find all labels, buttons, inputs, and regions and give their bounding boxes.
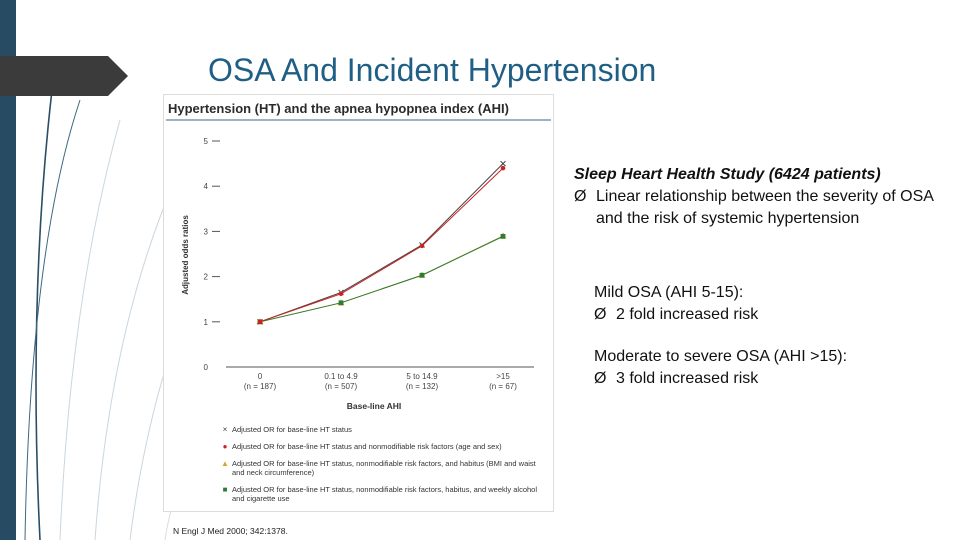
legend-item: ■ Adjusted OR for base-line HT status, no… — [218, 485, 548, 503]
finding-bullet: Ø Linear relationship between the severi… — [574, 186, 944, 230]
arrow-bullet-icon: Ø — [594, 370, 607, 387]
data-point — [419, 243, 425, 249]
moderate-heading: Moderate to severe OSA (AHI >15): — [594, 348, 848, 365]
sidebar-bar — [0, 0, 16, 540]
data-point — [338, 291, 344, 297]
legend-marker: ■ — [222, 485, 228, 494]
legend-item: × Adjusted OR for base-line HT status — [218, 425, 548, 434]
figure-heading: Hypertension (HT) and the apnea hypopnea… — [168, 101, 509, 116]
data-point — [257, 319, 263, 325]
series-line — [259, 163, 504, 323]
study-heading: Sleep Heart Health Study (6424 patients) — [574, 166, 881, 183]
data-point — [338, 300, 344, 306]
moderate-risk-text: 3 fold increased risk — [616, 370, 759, 387]
text-block: Sleep Heart Health Study (6424 patients)… — [574, 164, 944, 390]
slide-title: OSA And Incident Hypertension — [208, 52, 657, 88]
legend-label: Adjusted OR for base-line HT status, non… — [232, 485, 538, 503]
y-tick-label: 1 — [204, 318, 209, 327]
arrow-bullet-icon: Ø — [574, 188, 587, 205]
x-tick-count: (n = 67) — [489, 382, 517, 391]
arrow-bullet-icon: Ø — [594, 306, 607, 323]
y-tick-label: 2 — [204, 273, 209, 282]
x-tick-label: 0 — [258, 372, 263, 381]
x-tick-label: 5 to 14.9 — [406, 372, 438, 381]
series-line — [259, 235, 504, 323]
legend-item: ● Adjusted OR for base-line HT status and… — [218, 442, 548, 451]
y-tick-label: 3 — [204, 227, 209, 236]
legend-marker: ● — [222, 442, 228, 451]
x-axis-label: Base-line AHI — [347, 401, 401, 411]
x-tick-count: (n = 132) — [406, 382, 439, 391]
legend-label: Adjusted OR for base-line HT status — [232, 425, 352, 434]
chart-legend: × Adjusted OR for base-line HT status ● Adj… — [218, 425, 548, 511]
legend-item: ▲ Adjusted OR for base-line HT status, no… — [218, 459, 548, 477]
data-point — [500, 233, 506, 239]
x-tick-count: (n = 187) — [244, 382, 277, 391]
x-tick-label: 0.1 to 4.9 — [324, 372, 358, 381]
x-tick-count: (n = 507) — [325, 382, 358, 391]
y-tick-label: 5 — [204, 137, 209, 146]
data-point — [419, 272, 425, 278]
citation: N Engl J Med 2000; 342:1378. — [173, 526, 288, 536]
mild-bullet: Ø 2 fold increased risk — [574, 304, 944, 326]
y-tick-label: 4 — [204, 182, 209, 191]
finding-text: Linear relationship between the severity… — [596, 188, 934, 227]
legend-label: Adjusted OR for base-line HT status and … — [232, 442, 502, 451]
figure-panel: Hypertension (HT) and the apnea hypopnea… — [163, 94, 554, 512]
legend-marker: ▲ — [221, 459, 229, 468]
mild-risk-text: 2 fold increased risk — [616, 306, 759, 323]
data-point — [500, 165, 506, 171]
series-line — [259, 167, 504, 323]
x-tick-label: >15 — [496, 372, 510, 381]
data-point — [500, 160, 506, 167]
y-tick-label: 0 — [204, 363, 209, 372]
legend-marker: × — [222, 425, 228, 434]
mild-heading: Mild OSA (AHI 5-15): — [594, 284, 744, 301]
legend-label: Adjusted OR for base-line HT status, non… — [232, 459, 536, 477]
y-axis-label: Adjusted odds ratios — [181, 215, 190, 295]
title-tab-shape — [0, 56, 128, 96]
moderate-bullet: Ø 3 fold increased risk — [574, 368, 944, 390]
figure-heading-rule — [166, 119, 551, 121]
